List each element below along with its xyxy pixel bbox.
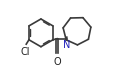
Text: Cl: Cl <box>20 47 29 57</box>
Text: N: N <box>63 40 70 50</box>
Text: O: O <box>53 57 60 67</box>
